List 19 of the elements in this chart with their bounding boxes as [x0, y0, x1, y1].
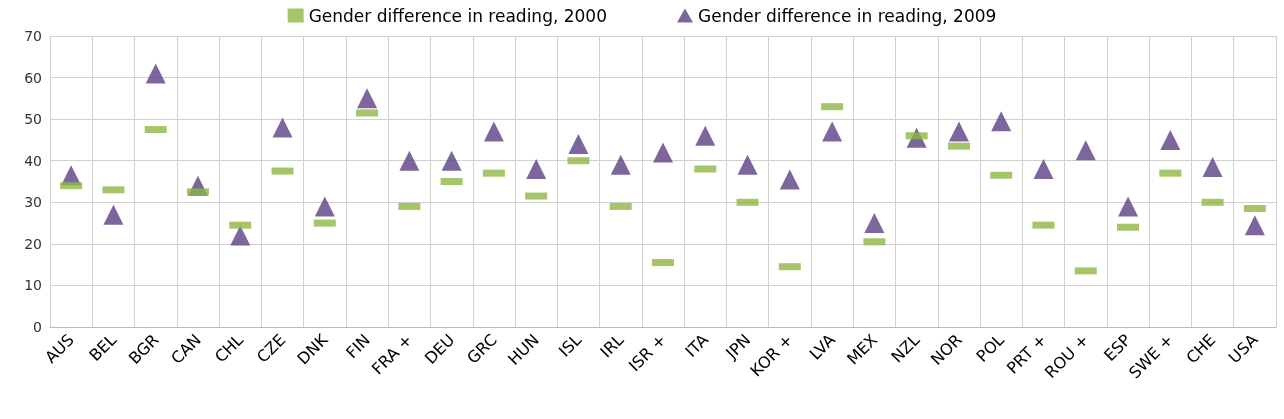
y-tick-label: 10 [24, 277, 42, 294]
x-tick-label: ESP [1100, 330, 1135, 365]
y-tick-label: 40 [24, 152, 42, 169]
x-tick-label: BEL [85, 330, 121, 365]
x-tick-label: LVA [805, 330, 839, 364]
y-tick-label: 70 [24, 28, 42, 44]
x-tick-label: CHL [210, 330, 248, 367]
x-tick-label: ITA [681, 330, 713, 361]
y-tick-label: 20 [24, 235, 42, 252]
y-tick-label: 30 [24, 194, 42, 211]
x-tick-label: ISL [554, 330, 586, 361]
legend-label: Gender difference in reading, 2000 [308, 5, 608, 26]
x-tick-label: NZL [887, 330, 924, 367]
x-tick-label: USA [1224, 330, 1262, 368]
y-tick-label: 0 [33, 319, 42, 335]
y-tick-label: 50 [24, 111, 42, 128]
y-tick-label: 60 [24, 69, 42, 86]
legend-label: Gender difference in reading, 2009 [698, 5, 997, 26]
x-tick-label: FIN [342, 330, 374, 363]
